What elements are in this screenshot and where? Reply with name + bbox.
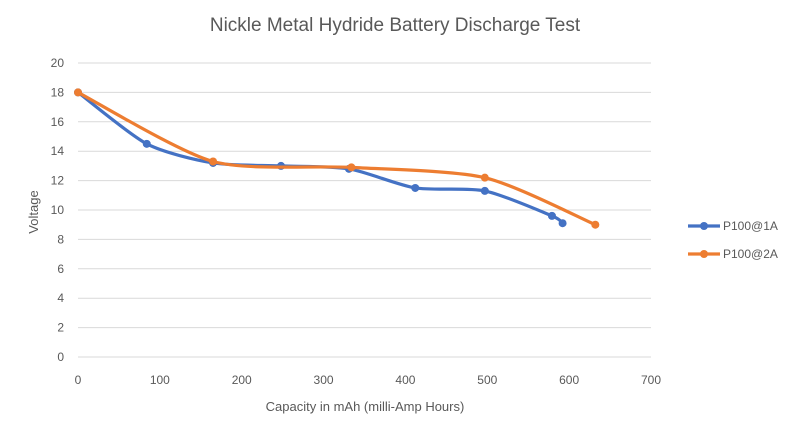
x-tick-label: 100	[150, 373, 170, 387]
y-tick-label: 4	[57, 291, 64, 305]
x-tick-label: 200	[232, 373, 252, 387]
legend-item-p100-1a: P100@1A	[688, 219, 778, 233]
legend-swatch-marker	[700, 250, 708, 258]
x-axis-ticks: 0 100 200 300 400 500 600 700	[75, 373, 662, 387]
x-tick-label: 300	[314, 373, 334, 387]
gridlines	[78, 62, 651, 358]
series-line-p100-2a	[76, 90, 597, 227]
series-p100-2a	[74, 88, 600, 229]
y-tick-label: 6	[57, 262, 64, 276]
x-axis-label: Capacity in mAh (milli-Amp Hours)	[266, 399, 465, 414]
data-point-p100-2a	[480, 173, 489, 182]
legend-item-p100-2a: P100@2A	[688, 247, 778, 261]
series-line-p100-1a	[76, 90, 565, 225]
y-tick-label: 2	[57, 321, 64, 335]
y-axis-ticks: 0 2 4 6 8 10 12 14 16 18 20	[51, 56, 65, 364]
y-tick-label: 8	[57, 232, 64, 246]
x-tick-label: 700	[641, 373, 661, 387]
y-tick-label: 20	[51, 56, 65, 70]
data-point-p100-1a	[547, 211, 556, 220]
chart-title: Nickle Metal Hydride Battery Discharge T…	[210, 15, 581, 36]
x-tick-label: 400	[395, 373, 415, 387]
legend: P100@1A P100@2A	[688, 219, 778, 261]
series-p100-1a	[74, 88, 567, 228]
legend-label: P100@2A	[723, 247, 778, 261]
x-tick-label: 500	[477, 373, 497, 387]
data-point-p100-2a	[209, 157, 218, 166]
x-tick-label: 600	[559, 373, 579, 387]
x-tick-label: 0	[75, 373, 82, 387]
data-point-p100-2a	[591, 220, 600, 229]
y-tick-label: 14	[51, 144, 65, 158]
data-point-p100-1a	[558, 219, 567, 228]
legend-label: P100@1A	[723, 219, 778, 233]
y-tick-label: 10	[51, 203, 65, 217]
y-tick-label: 0	[57, 350, 64, 364]
series-lines	[74, 88, 600, 229]
data-point-p100-1a	[411, 183, 420, 192]
data-point-p100-2a	[74, 88, 82, 97]
data-point-p100-2a	[347, 163, 356, 172]
data-point-p100-1a	[480, 186, 489, 195]
y-axis-label: Voltage	[26, 190, 41, 233]
y-tick-label: 16	[51, 115, 65, 129]
legend-swatch-marker	[700, 222, 708, 230]
y-tick-label: 12	[51, 174, 65, 188]
y-tick-label: 18	[51, 85, 65, 99]
data-point-p100-1a	[142, 139, 151, 148]
